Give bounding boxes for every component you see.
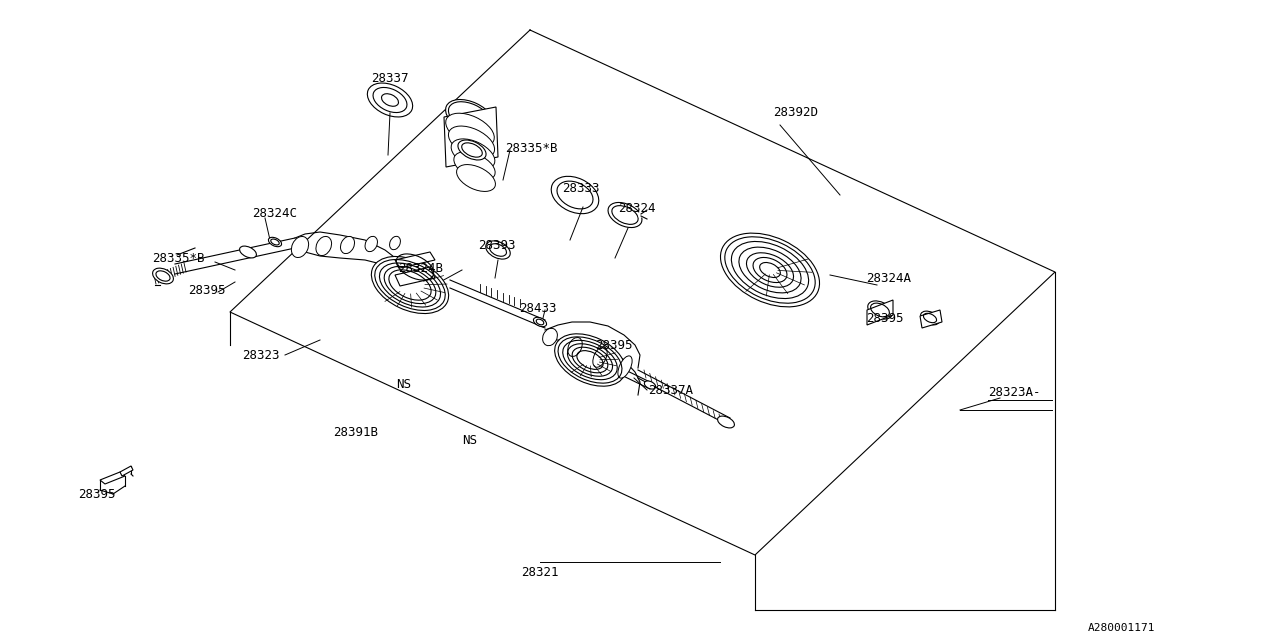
Polygon shape (396, 252, 435, 268)
Text: A280001171: A280001171 (1088, 623, 1155, 633)
Ellipse shape (156, 271, 170, 281)
Ellipse shape (457, 164, 495, 191)
Ellipse shape (316, 236, 332, 255)
Text: 28324: 28324 (618, 202, 655, 214)
Ellipse shape (543, 328, 557, 346)
Text: 28395: 28395 (78, 488, 115, 502)
Ellipse shape (618, 356, 632, 378)
Polygon shape (920, 310, 942, 328)
Ellipse shape (371, 257, 448, 314)
Text: 28392D: 28392D (773, 106, 818, 118)
Polygon shape (120, 466, 133, 476)
Text: 28335*B: 28335*B (152, 252, 205, 264)
Text: 28333: 28333 (562, 182, 599, 195)
Ellipse shape (340, 236, 355, 253)
Text: NS: NS (396, 378, 411, 392)
Ellipse shape (448, 126, 494, 158)
Ellipse shape (292, 236, 308, 257)
Ellipse shape (568, 337, 582, 356)
Text: 28395: 28395 (188, 284, 225, 296)
Ellipse shape (534, 317, 547, 326)
Text: 28337: 28337 (371, 72, 408, 84)
Ellipse shape (365, 236, 378, 252)
Text: NS: NS (462, 433, 477, 447)
Ellipse shape (389, 236, 401, 250)
Ellipse shape (868, 301, 892, 319)
Ellipse shape (608, 202, 643, 228)
Ellipse shape (445, 99, 494, 134)
Ellipse shape (552, 176, 599, 214)
Ellipse shape (485, 241, 511, 259)
Ellipse shape (644, 381, 655, 389)
Ellipse shape (611, 364, 623, 372)
Ellipse shape (554, 334, 626, 386)
Polygon shape (867, 300, 893, 325)
Ellipse shape (458, 140, 486, 160)
Ellipse shape (269, 237, 282, 246)
Text: 28395: 28395 (595, 339, 632, 351)
Ellipse shape (920, 311, 940, 325)
Text: 28324C: 28324C (252, 207, 297, 220)
Text: 28391B: 28391B (333, 426, 378, 438)
Ellipse shape (239, 246, 256, 258)
Ellipse shape (721, 233, 819, 307)
Text: 28337A: 28337A (648, 383, 692, 397)
Ellipse shape (593, 347, 607, 367)
Ellipse shape (718, 416, 735, 428)
Ellipse shape (271, 239, 279, 245)
Polygon shape (100, 472, 125, 484)
Text: 28321: 28321 (521, 566, 559, 579)
Ellipse shape (445, 113, 494, 147)
Ellipse shape (454, 152, 495, 180)
Text: 28324A: 28324A (867, 271, 911, 285)
Text: 28323: 28323 (242, 349, 279, 362)
Text: 28393: 28393 (477, 239, 516, 252)
Text: 28335*B: 28335*B (506, 141, 558, 154)
Text: 28323A-: 28323A- (988, 387, 1041, 399)
Ellipse shape (152, 268, 173, 284)
Polygon shape (396, 267, 435, 286)
Ellipse shape (367, 83, 412, 117)
Polygon shape (639, 211, 643, 217)
Text: 28433: 28433 (518, 301, 557, 314)
Ellipse shape (372, 88, 407, 113)
Text: 28395: 28395 (867, 312, 904, 324)
Polygon shape (444, 107, 498, 167)
Text: 28324B: 28324B (398, 262, 443, 275)
Ellipse shape (451, 139, 495, 169)
